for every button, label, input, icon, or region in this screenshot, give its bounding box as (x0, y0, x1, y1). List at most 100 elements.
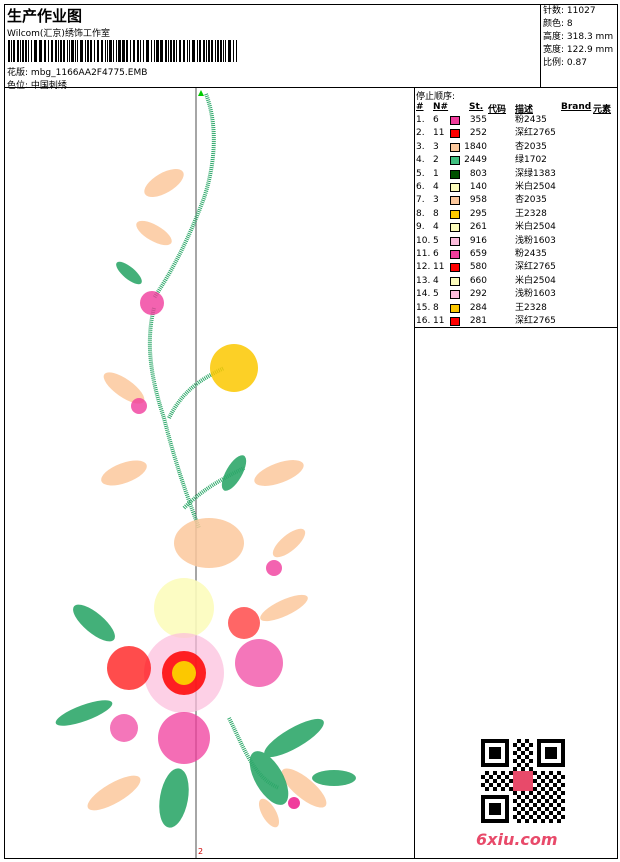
stitch-count: 660 (469, 275, 487, 286)
color-description: 浅粉1603 (515, 289, 556, 300)
colorpos-label: 色位: (7, 81, 29, 91)
column-header: 元素 (593, 105, 612, 115)
table-row: 4. 2 2449 绿1702 (415, 154, 618, 167)
row-index: 14. (416, 289, 431, 300)
stat-row: 颜色: 8 (543, 18, 618, 31)
row-index: 6. (416, 182, 425, 192)
design-stats: 针数: 11027 颜色: 8 高度: 318.3 mm 宽度: 122.9 mm 比例… (540, 4, 618, 88)
table-row: 7. 3 958 杏2035 (415, 194, 618, 207)
stop-sequence-title: 停止顺序: (416, 92, 456, 102)
stat-label: 高度: (543, 32, 565, 42)
table-row: 11. 6 659 粉2435 (415, 248, 618, 261)
color-position: 色位: 中国刺绣 (7, 78, 67, 91)
row-index: 12. (416, 262, 431, 273)
stat-value: 0.87 (566, 58, 587, 68)
color-description: 深红2765 (515, 128, 556, 139)
row-index: 13. (416, 275, 431, 286)
color-description: 粉2435 (515, 249, 547, 259)
stat-value: 122.9 mm (566, 45, 614, 55)
column-header: N# (433, 102, 449, 112)
row-index: 11. (416, 249, 431, 259)
pattern-label: 花版: (7, 68, 29, 78)
company-name: Wilcom(汇京)绣饰工作室 (7, 29, 110, 39)
needle-number: 5 (433, 235, 439, 246)
stitch-count: 659 (469, 249, 487, 259)
color-description: 杏2035 (515, 195, 547, 206)
color-swatch (450, 223, 460, 233)
stitch-count: 1840 (464, 141, 487, 152)
table-row: 5. 1 803 深绿1383 (415, 168, 618, 181)
table-row: 10. 5 916 浅粉1603 (415, 235, 618, 248)
row-index: 2. (416, 128, 425, 139)
color-swatch (450, 129, 460, 139)
color-description: 米白2504 (515, 222, 556, 233)
stitch-count: 2449 (464, 155, 487, 166)
color-swatch (450, 196, 460, 206)
start-marker-icon (198, 90, 204, 96)
table-row: 12. 11 580 深红2765 (415, 261, 618, 274)
stitch-count: 916 (469, 235, 487, 246)
color-swatch (450, 209, 460, 219)
stat-value: 318.3 mm (566, 32, 614, 42)
stat-label: 颜色: (543, 19, 565, 29)
color-description: 深红2765 (515, 316, 556, 326)
needle-number: 5 (433, 289, 439, 300)
needle-number: 2 (433, 155, 439, 166)
header: 生产作业图 Wilcom(汇京)绣饰工作室 花版: mbg_1166AA2F47… (4, 4, 541, 91)
needle-number: 3 (433, 141, 439, 152)
stat-label: 宽度: (543, 45, 565, 55)
column-header: Brand (561, 102, 592, 112)
row-index: 1. (416, 115, 425, 125)
color-swatch (450, 156, 460, 166)
table-row: 3. 3 1840 杏2035 (415, 141, 618, 154)
column-header: # (416, 102, 424, 112)
color-description: 浅粉1603 (515, 235, 556, 246)
color-swatch (450, 142, 460, 152)
stat-row: 宽度: 122.9 mm (543, 44, 618, 57)
stitch-count: 355 (469, 115, 487, 125)
table-row: 6. 4 140 米白2504 (415, 181, 618, 194)
stitch-count: 284 (469, 302, 487, 313)
row-index: 9. (416, 222, 425, 233)
row-index: 5. (416, 168, 425, 179)
stitch-count: 252 (469, 128, 487, 139)
needle-number: 4 (433, 275, 439, 286)
row-index: 8. (416, 208, 425, 219)
column-header: St. (469, 102, 484, 112)
watermark-logo: 6xiu.com (476, 830, 558, 849)
table-row: 1. 6 355 粉2435 (415, 114, 618, 127)
needle-number: 6 (433, 249, 439, 259)
color-description: 深红2765 (515, 262, 556, 273)
embroidery-design (55, 88, 356, 859)
row-index: 3. (416, 141, 425, 152)
color-swatch (450, 263, 460, 273)
page-title: 生产作业图 (7, 7, 83, 25)
stitch-count: 803 (469, 168, 487, 179)
color-description: 王2328 (515, 302, 547, 313)
color-swatch (450, 169, 460, 179)
colorpos-value: 中国刺绣 (30, 81, 67, 91)
barcode (8, 40, 238, 62)
needle-number: 6 (433, 115, 439, 125)
stitch-count: 140 (469, 182, 487, 192)
stat-row: 针数: 11027 (543, 5, 618, 18)
needle-number: 11 (433, 316, 445, 326)
pattern-value: mbg_1166AA2F4775.EMB (30, 68, 148, 78)
stat-label: 针数: (543, 6, 565, 16)
color-swatch (450, 250, 460, 259)
color-swatch (450, 317, 460, 326)
pattern-file: 花版: mbg_1166AA2F4775.EMB (7, 65, 147, 78)
needle-number: 4 (433, 182, 439, 192)
table-header: # N# St. 代码 描述 Brand 元素 (415, 102, 618, 115)
stat-row: 高度: 318.3 mm (543, 31, 618, 44)
color-description: 深绿1383 (515, 168, 556, 179)
needle-number: 11 (433, 262, 445, 273)
qr-code (481, 739, 565, 823)
color-swatch (450, 116, 460, 125)
stitch-count: 295 (469, 208, 487, 219)
stop-sequence-panel: 停止顺序: # N# St. 代码 描述 Brand 元素 1. 6 355 粉2435 2… (415, 88, 618, 328)
row-index: 15. (416, 302, 431, 313)
row-index: 4. (416, 155, 425, 166)
row-index: 7. (416, 195, 425, 206)
design-canvas: 2 (4, 88, 415, 859)
